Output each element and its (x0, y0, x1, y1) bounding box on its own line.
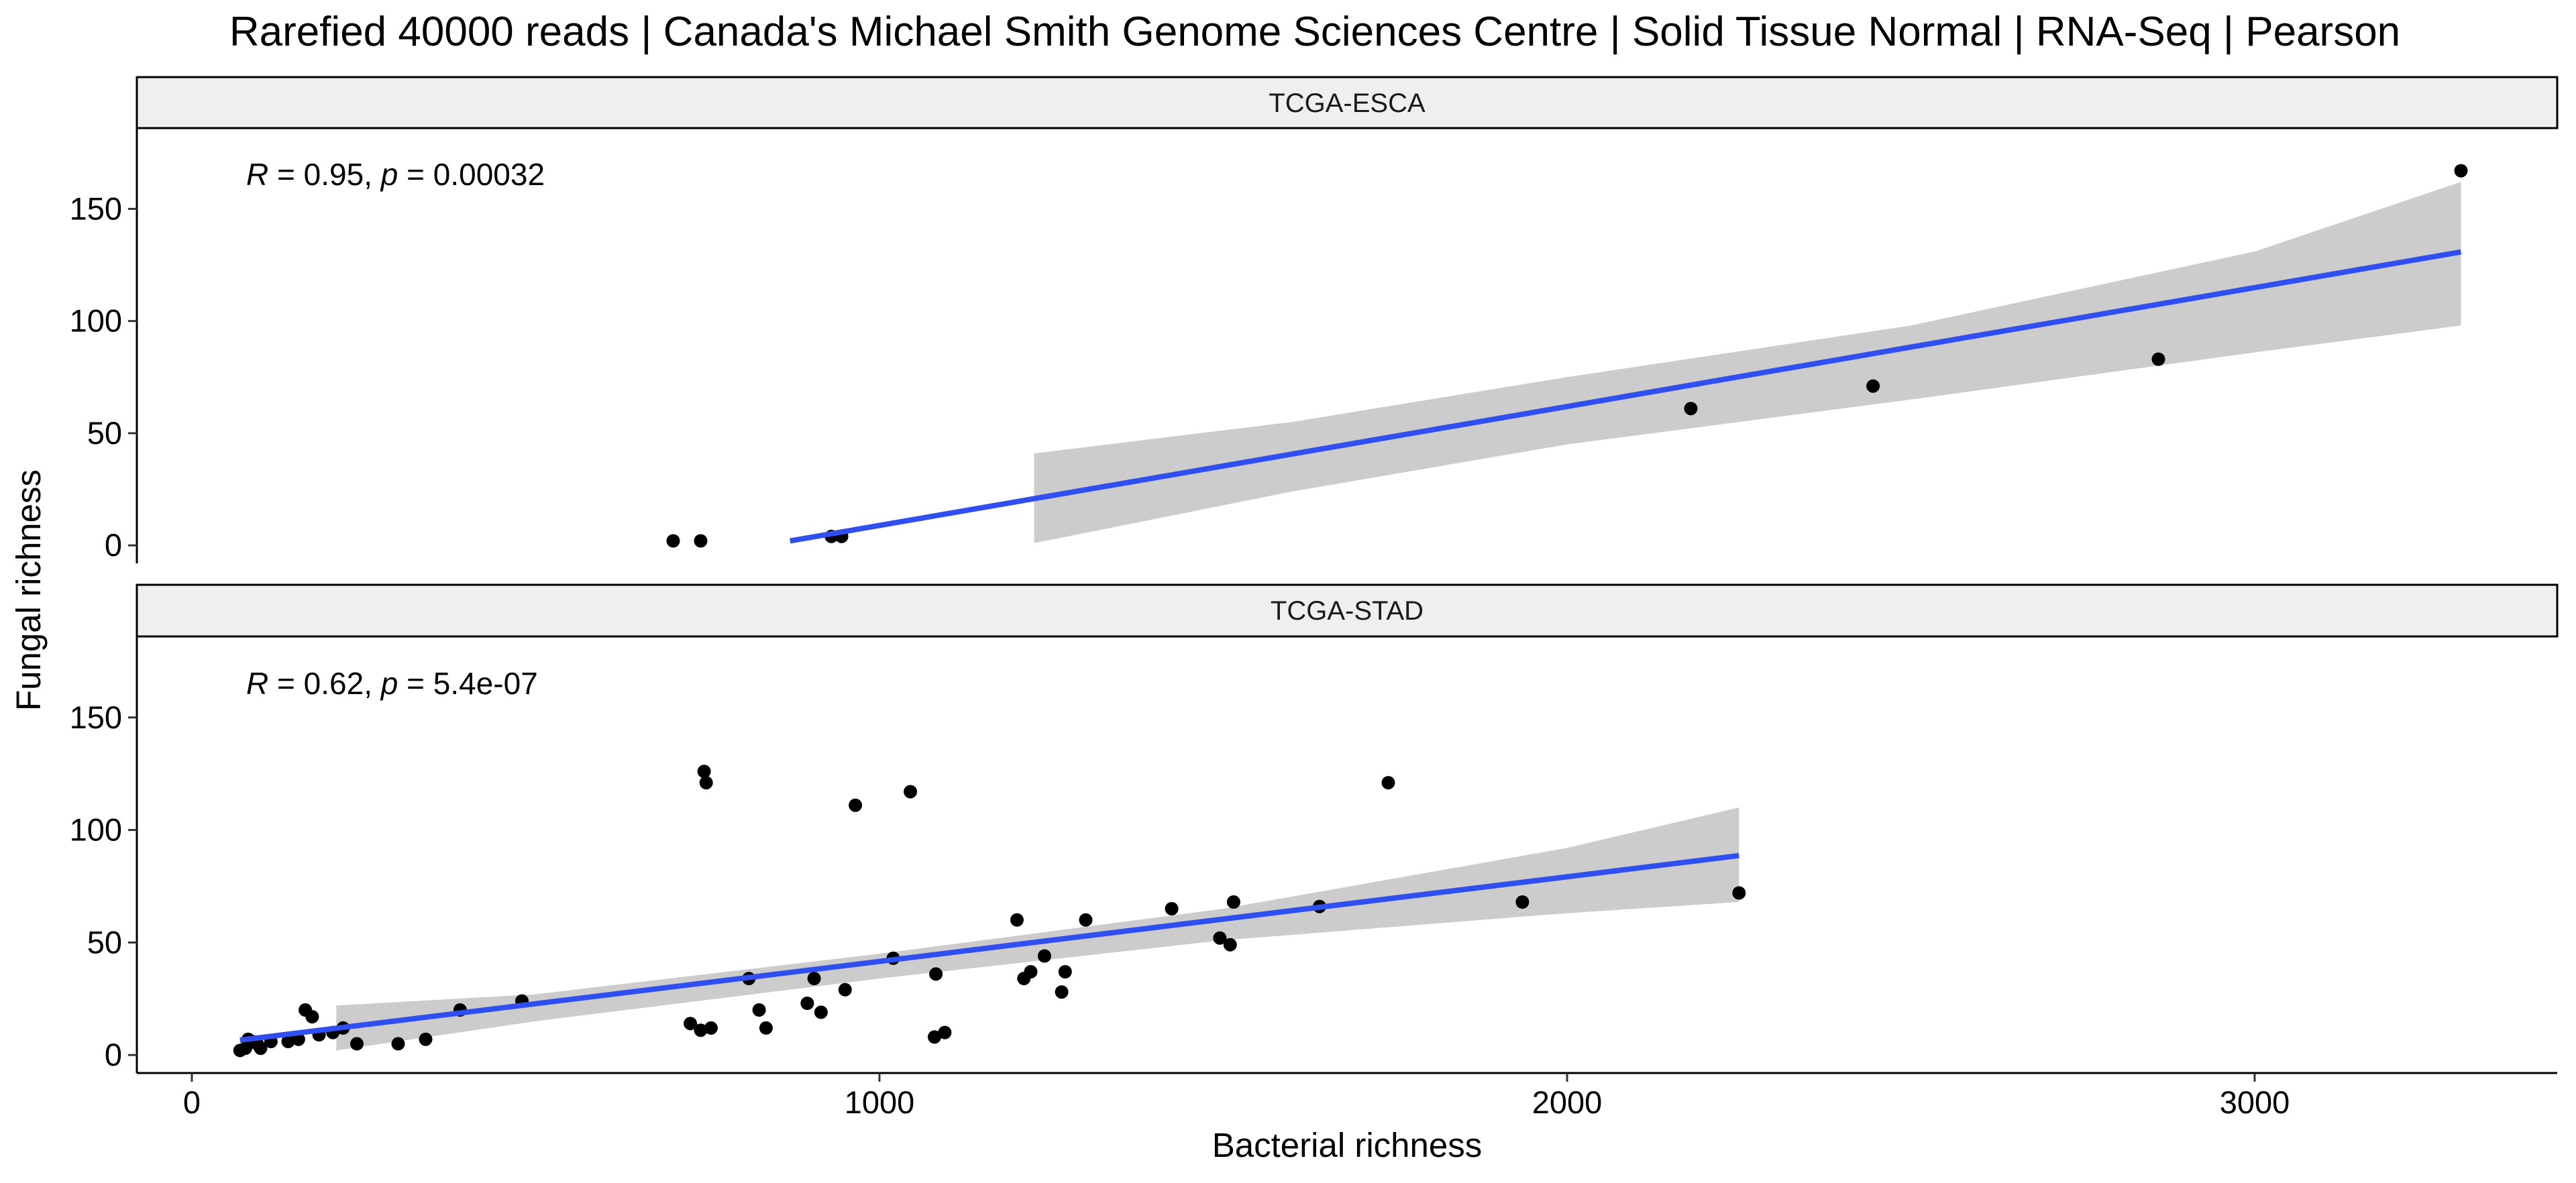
data-point-tcga-esca-6 (1866, 379, 1880, 393)
annotation-stad-r-value: = 0.62, (268, 666, 381, 701)
y-tick-label-tcga-stad-150: 150 (70, 699, 122, 735)
data-point-tcga-stad-6 (254, 1041, 268, 1056)
x-tick-label-3000: 3000 (2220, 1084, 2290, 1120)
data-point-tcga-esca-7 (2151, 352, 2165, 366)
data-point-tcga-stad-42 (1055, 985, 1069, 999)
data-point-tcga-stad-24 (704, 1021, 718, 1035)
y-tick-label-tcga-esca-50: 50 (87, 415, 122, 451)
y-tick-label-tcga-esca-150: 150 (70, 190, 122, 226)
annotation-stad-p-symbol: p (380, 666, 398, 701)
panel-tcga-esca: 0 50 100 150 (70, 128, 2468, 563)
data-point-tcga-stad-45 (1165, 902, 1179, 915)
data-point-tcga-stad-30 (814, 1005, 828, 1019)
data-point-tcga-stad-35 (928, 1030, 941, 1044)
data-point-tcga-stad-22 (697, 765, 711, 779)
annotation-esca-r-value: = 0.95, (268, 157, 381, 192)
data-point-tcga-stad-51 (1515, 895, 1529, 909)
confidence-band-tcga-esca (1034, 182, 2461, 543)
strip-label-stad: TCGA-STAD (1271, 596, 1424, 626)
data-point-tcga-stad-32 (849, 798, 863, 812)
annotation-esca-r-symbol: R (246, 157, 268, 192)
data-point-tcga-esca-1 (666, 534, 680, 548)
annotation-esca: R = 0.95, p = 0.00032 (246, 157, 545, 192)
y-tick-label-tcga-stad-100: 100 (70, 812, 122, 848)
data-point-tcga-stad-43 (1058, 965, 1072, 978)
data-point-tcga-stad-41 (1038, 949, 1051, 963)
y-tick-label-tcga-stad-50: 50 (87, 924, 122, 960)
data-point-tcga-stad-21 (694, 1023, 708, 1037)
x-tick-label-1000: 1000 (845, 1084, 915, 1120)
annotation-esca-p-value: = 0.00032 (398, 157, 545, 192)
strip-label-esca: TCGA-ESCA (1269, 89, 1426, 118)
x-axis-title: Bacterial richness (1212, 1126, 1483, 1164)
data-point-tcga-stad-11 (305, 1010, 319, 1024)
x-tick-label-2000: 2000 (1532, 1084, 1603, 1120)
data-point-tcga-stad-31 (838, 982, 852, 997)
data-point-tcga-stad-48 (1226, 895, 1240, 909)
annotation-stad-r-symbol: R (246, 666, 268, 701)
annotation-stad: R = 0.62, p = 5.4e-07 (246, 666, 538, 701)
panel-tcga-stad: 0 50 100 150 (70, 636, 1746, 1073)
data-point-tcga-stad-47 (1223, 938, 1237, 952)
annotation-esca-p-symbol: p (380, 157, 398, 192)
data-point-tcga-stad-15 (350, 1037, 364, 1051)
x-axis: 0 1000 2000 3000 (137, 1072, 2557, 1120)
strip-box-stad (136, 583, 2559, 638)
data-point-tcga-stad-26 (752, 1003, 766, 1017)
data-point-tcga-stad-46 (1213, 931, 1227, 945)
y-tick-label-tcga-esca-0: 0 (105, 527, 122, 563)
data-point-tcga-stad-29 (807, 972, 821, 986)
x-tick-label-0: 0 (183, 1084, 201, 1120)
data-point-tcga-stad-36 (929, 967, 943, 981)
data-point-tcga-stad-27 (759, 1021, 773, 1035)
chart-title: Rarefied 40000 reads | Canada's Michael … (229, 9, 2400, 55)
y-axis-title: Fungal richness (9, 469, 48, 711)
annotation-stad-p-value: = 5.4e-07 (398, 666, 537, 701)
data-point-tcga-stad-17 (419, 1032, 433, 1046)
y-tick-label-tcga-esca-100: 100 (70, 303, 122, 339)
data-point-tcga-stad-28 (800, 997, 814, 1010)
data-point-tcga-stad-16 (391, 1037, 405, 1051)
data-point-tcga-stad-44 (1079, 913, 1093, 927)
data-point-tcga-stad-52 (1732, 886, 1746, 900)
data-point-tcga-stad-50 (1381, 776, 1395, 790)
data-point-tcga-stad-34 (904, 785, 918, 799)
data-point-tcga-esca-5 (1684, 402, 1698, 416)
data-point-tcga-stad-23 (699, 776, 713, 790)
confidence-band-tcga-stad (336, 807, 1739, 1051)
regression-line-tcga-stad (239, 852, 1739, 1043)
data-point-tcga-stad-37 (938, 1025, 952, 1039)
regression-line-tcga-esca (790, 249, 2462, 544)
data-point-tcga-stad-8 (281, 1035, 295, 1048)
data-point-tcga-esca-8 (2454, 164, 2468, 178)
strip-box-esca (136, 76, 2559, 129)
data-point-tcga-stad-38 (1010, 913, 1024, 927)
data-point-tcga-esca-2 (694, 534, 708, 548)
data-point-tcga-stad-20 (684, 1017, 698, 1031)
data-point-tcga-stad-40 (1024, 965, 1038, 978)
y-tick-label-tcga-stad-0: 0 (105, 1037, 122, 1072)
